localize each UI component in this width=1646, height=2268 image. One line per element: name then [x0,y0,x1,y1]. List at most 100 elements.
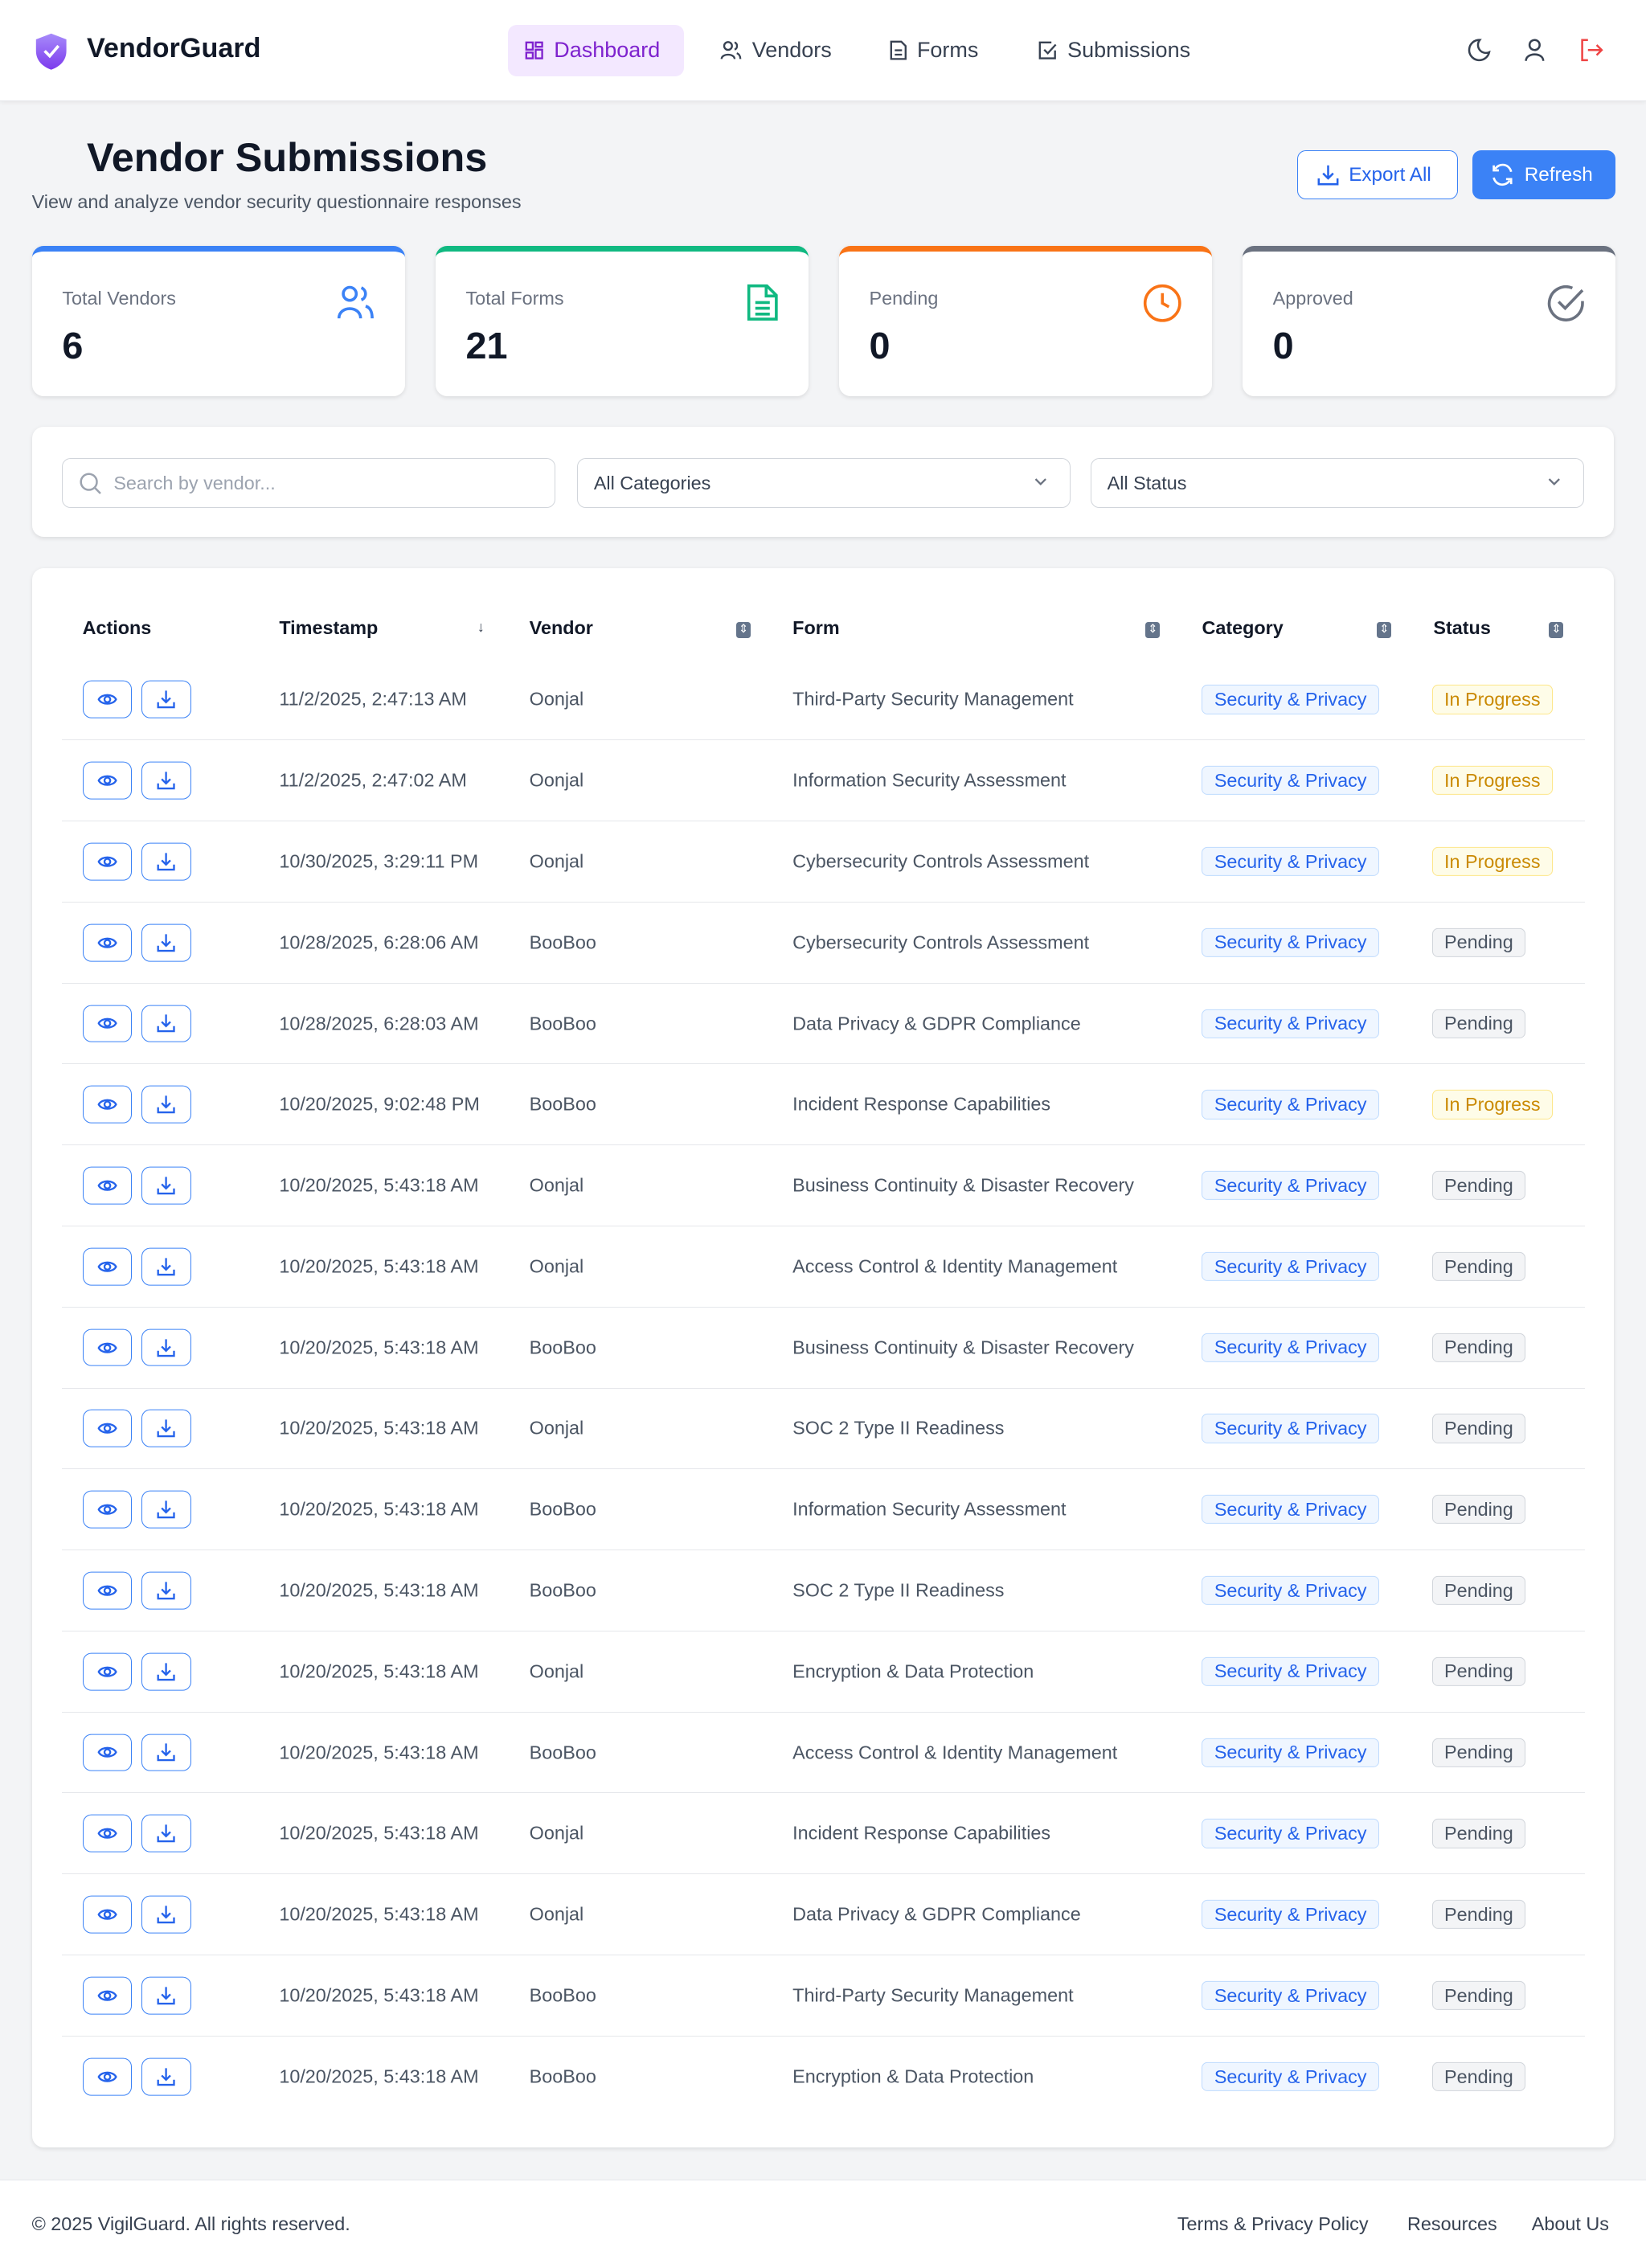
column-header-timestamp[interactable]: Timestamp [279,617,379,639]
timestamp-cell: 10/28/2025, 6:28:03 AM [279,1013,479,1034]
form-cell: SOC 2 Type II Readiness [792,1417,1005,1439]
column-header-vendor[interactable]: Vendor [529,617,593,639]
nav-submissions[interactable]: Submissions [1022,25,1208,77]
brand-name[interactable]: VendorGuard [86,33,261,64]
logout-icon[interactable] [1579,38,1604,63]
table-row: 10/20/2025, 5:43:18 AM BooBoo Encryption &… [62,2037,1585,2118]
download-button[interactable] [141,1085,191,1124]
sort-toggle-icon[interactable]: ⇕ [1377,621,1392,638]
table-row: 10/20/2025, 5:43:18 AM Oonjal Encryption &… [62,1631,1586,1713]
footer: © 2025 VigilGuard. All rights reserved. … [0,2179,1646,2268]
download-button[interactable] [141,1571,191,1610]
view-button[interactable] [82,1571,132,1610]
download-button[interactable] [141,1247,191,1286]
stat-label: Total Vendors [62,287,176,309]
timestamp-cell: 10/20/2025, 9:02:48 PM [279,1093,480,1115]
download-button[interactable] [141,1734,191,1771]
sort-toggle-icon[interactable]: ⇕ [1549,621,1564,638]
status-badge: Pending [1431,1495,1526,1525]
table-row: 10/20/2025, 5:43:18 AM Oonjal Incident Res… [62,1793,1586,1875]
category-select[interactable]: All Categories [577,458,1071,508]
view-button[interactable] [82,1247,132,1286]
download-button[interactable] [141,1895,191,1934]
timestamp-cell: 10/30/2025, 3:29:11 PM [279,850,479,872]
download-button[interactable] [141,1410,191,1447]
download-button[interactable] [141,1166,191,1205]
view-button[interactable] [82,1328,132,1367]
status-badge: Pending [1431,1900,1526,1930]
download-button[interactable] [141,1652,191,1691]
view-button[interactable] [82,681,132,718]
search-input[interactable] [113,472,539,494]
table-row: 10/28/2025, 6:28:03 AM BooBoo Data Privacy… [62,984,1586,1065]
form-cell: Information Security Assessment [792,1498,1067,1520]
view-button[interactable] [82,923,132,962]
moon-icon[interactable] [1467,38,1492,63]
timestamp-cell: 11/2/2025, 2:47:02 AM [279,769,467,791]
eye-icon [97,1905,117,1925]
copyright-text: © 2025 VigilGuard. All rights reserved. [31,2213,350,2235]
download-button[interactable] [141,923,191,962]
eye-icon [97,1013,117,1034]
download-button[interactable] [141,1490,191,1529]
download-button[interactable] [141,842,191,881]
view-button[interactable] [82,1166,132,1205]
refresh-icon [1491,163,1514,186]
sort-toggle-icon[interactable]: ⇕ [735,621,751,638]
download-button[interactable] [141,2057,191,2096]
view-button[interactable] [82,1085,132,1124]
table-row: 10/30/2025, 3:29:11 PM Oonjal Cybersecurit… [62,821,1586,903]
status-badge: In Progress [1431,1090,1553,1120]
view-button[interactable] [82,842,132,881]
view-button[interactable] [82,1490,132,1529]
export-all-button[interactable]: Export All [1297,150,1458,200]
footer-link-about[interactable]: About Us [1531,2213,1609,2235]
download-button[interactable] [141,1976,191,2015]
column-header-category[interactable]: Category [1202,617,1284,639]
vendor-cell: BooBoo [529,1093,596,1115]
download-button[interactable] [141,681,191,718]
view-button[interactable] [82,1005,132,1042]
nav-dashboard[interactable]: Dashboard [507,24,685,77]
download-button[interactable] [141,1328,191,1367]
view-button[interactable] [82,1814,132,1852]
footer-link-resources[interactable]: Resources [1407,2213,1497,2235]
eye-icon [97,1095,117,1115]
column-header-status[interactable]: Status [1433,617,1491,639]
column-header-form[interactable]: Form [792,617,840,639]
view-button[interactable] [82,1652,132,1691]
timestamp-cell: 10/20/2025, 5:43:18 AM [279,1417,479,1439]
view-button[interactable] [82,2057,132,2096]
search-field[interactable] [62,458,556,508]
download-icon [156,1661,176,1681]
nav-forms[interactable]: Forms [872,25,996,77]
form-cell: Incident Response Capabilities [792,1093,1051,1115]
view-button[interactable] [82,1410,132,1447]
view-button[interactable] [82,1976,132,2015]
eye-icon [97,1985,117,2005]
footer-link-terms[interactable]: Terms & Privacy Policy [1177,2213,1369,2235]
refresh-button[interactable]: Refresh [1472,150,1616,200]
sort-desc-icon[interactable]: ↓ [477,619,485,636]
download-button[interactable] [141,761,191,800]
eye-icon [97,2067,117,2087]
form-cell: Third-Party Security Management [792,688,1074,710]
vendor-cell: Oonjal [529,1417,584,1439]
view-button[interactable] [82,761,132,800]
download-button[interactable] [141,1005,191,1042]
download-icon [156,1176,176,1196]
table-row: 10/20/2025, 5:43:18 AM Oonjal Business Con… [62,1145,1586,1227]
view-button[interactable] [82,1734,132,1771]
eye-icon [97,1176,117,1196]
status-badge: Pending [1431,1575,1526,1606]
view-button[interactable] [82,1895,132,1934]
user-icon[interactable] [1523,38,1546,63]
status-badge: Pending [1431,927,1526,957]
timestamp-cell: 11/2/2025, 2:47:13 AM [279,688,467,710]
nav-label: Forms [916,38,979,63]
status-select[interactable]: All Status [1090,458,1584,508]
table-row: 10/20/2025, 5:43:18 AM Oonjal SOC 2 Type I… [62,1389,1586,1470]
nav-vendors[interactable]: Vendors [703,25,850,77]
sort-toggle-icon[interactable]: ⇕ [1145,621,1161,638]
download-button[interactable] [141,1814,191,1852]
